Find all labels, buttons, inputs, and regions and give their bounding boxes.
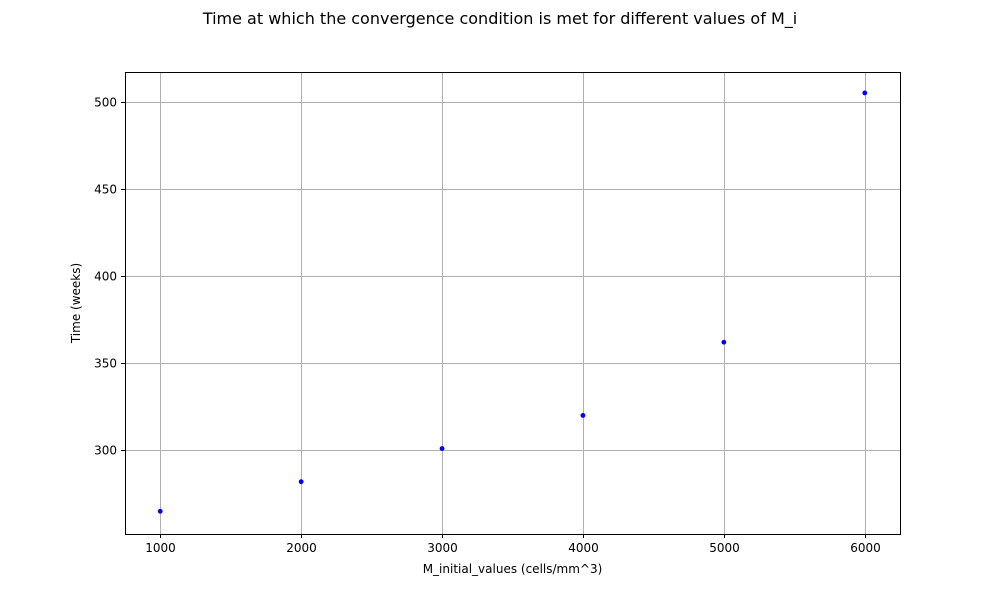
data-point	[721, 339, 727, 345]
grid-lines	[125, 72, 900, 534]
y-tick-label: 450	[94, 183, 117, 197]
y-tick-label: 500	[94, 96, 117, 110]
x-tick-label: 1000	[145, 541, 176, 555]
y-tick-label: 300	[94, 444, 117, 458]
x-tick-label: 6000	[850, 541, 881, 555]
x-tick-label: 4000	[568, 541, 599, 555]
x-tick-label: 3000	[427, 541, 458, 555]
chart-title: Time at which the convergence condition …	[202, 9, 798, 28]
data-point	[862, 90, 868, 96]
data-point	[298, 479, 304, 485]
x-tick-label: 2000	[286, 541, 317, 555]
data-points	[157, 90, 868, 514]
y-tick-label: 400	[94, 270, 117, 284]
plot-area-frame	[125, 72, 901, 535]
data-point	[580, 413, 586, 418]
y-tick-label: 350	[94, 357, 117, 371]
data-point	[157, 508, 163, 514]
data-point	[439, 446, 445, 451]
y-axis-title: Time (weeks)	[69, 263, 83, 344]
axis-ticks: 1000 2000 3000 4000 5000 6000 300 350 400 450 500	[94, 96, 881, 556]
x-tick-label: 5000	[709, 541, 740, 555]
x-axis-title: M_initial_values (cells/mm^3)	[423, 562, 603, 576]
